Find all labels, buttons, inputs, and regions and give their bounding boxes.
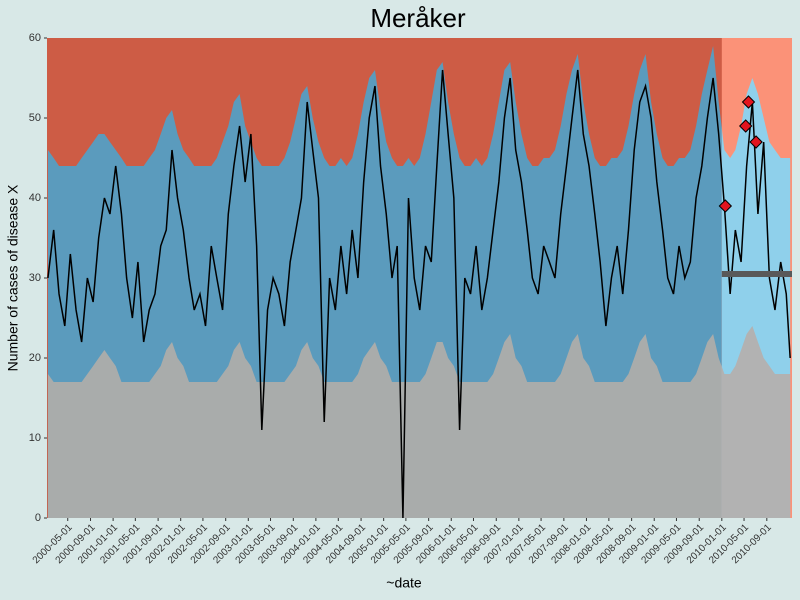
y-tick-label: 40 xyxy=(29,192,41,204)
y-tick-label: 20 xyxy=(29,352,41,364)
y-tick-label: 0 xyxy=(35,512,41,524)
y-axis-label: Number of cases of disease X xyxy=(5,184,21,371)
chart-title: Meråker xyxy=(370,3,466,33)
outbreak-marker xyxy=(738,119,753,133)
y-tick-label: 30 xyxy=(29,272,41,284)
forecast-bands xyxy=(721,38,792,518)
band-lower xyxy=(721,326,791,518)
outbreak-marker xyxy=(749,135,763,149)
outbreak-marker xyxy=(718,199,733,213)
bands xyxy=(47,38,792,518)
y-tick-label: 50 xyxy=(29,112,41,124)
outbreak-marker xyxy=(741,95,756,109)
y-tick-label: 10 xyxy=(29,432,41,444)
y-tick-label: 60 xyxy=(29,32,41,44)
x-axis-label: ~date xyxy=(386,575,422,591)
band-lower xyxy=(47,326,791,518)
series-line xyxy=(47,69,791,519)
